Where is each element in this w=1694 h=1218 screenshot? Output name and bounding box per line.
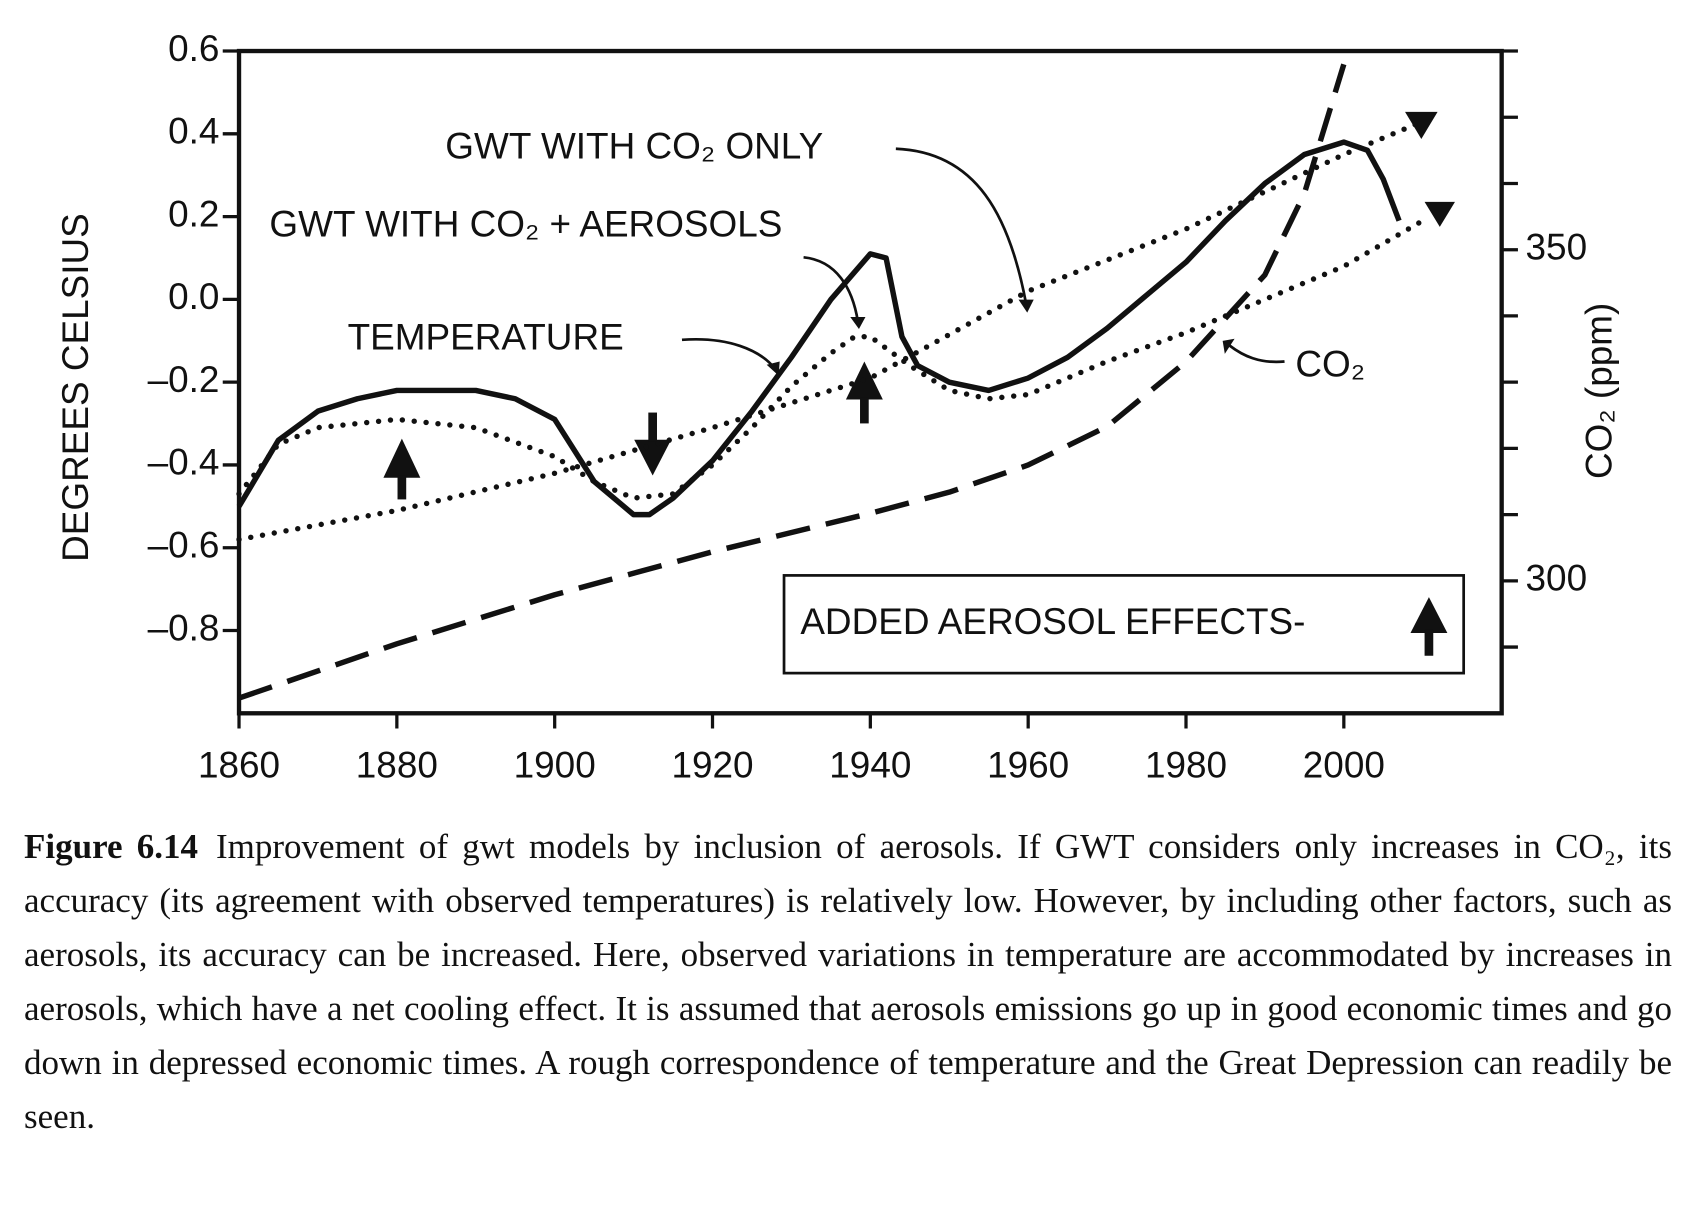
aerosol-arrow: [1424, 629, 1434, 656]
arrowhead: [1222, 338, 1235, 354]
y-tick-label: 0.0: [168, 276, 219, 317]
x-tick-label: 1880: [356, 744, 438, 785]
annotation-arrow: [895, 147, 1028, 305]
x-tick-label: 2000: [1303, 744, 1385, 785]
y-tick-label: 0.6: [168, 28, 219, 69]
annotation-arrows: [681, 147, 1285, 370]
series-label: TEMPERATURE: [348, 317, 624, 358]
series-label: GWT WITH CO₂ ONLY: [445, 125, 823, 166]
y2-axis-label: CO₂ (ppm): [1578, 303, 1619, 479]
x-tick-label: 1980: [1145, 744, 1227, 785]
y2-tick-label: 300: [1526, 558, 1588, 599]
x-tick-label: 1940: [829, 744, 911, 785]
x-tick-label: 1900: [514, 744, 596, 785]
arrowheads: [383, 111, 1455, 500]
line-end-arrowhead: [1405, 111, 1438, 139]
arrowhead: [850, 317, 866, 329]
annotation-arrow: [681, 337, 777, 370]
y-tick-label: –0.6: [148, 524, 220, 565]
x-tick-label: 1860: [198, 744, 280, 785]
aerosol-arrow: [634, 439, 672, 476]
y2-tick-label: 350: [1526, 226, 1588, 267]
line-end-arrowhead: [1424, 201, 1455, 227]
x-tick-label: 1960: [987, 744, 1069, 785]
series-label: CO₂: [1295, 344, 1365, 385]
y-tick-label: –0.2: [148, 359, 220, 400]
y-tick-label: –0.8: [148, 607, 220, 648]
annotation-box: [782, 574, 1466, 675]
annotation-arrow: [803, 255, 860, 322]
series-line: [236, 218, 1426, 501]
chart: ADDED AEROSOL EFFECTS- DEGREES CELSIUS C…: [55, 28, 1619, 786]
series-line: [236, 139, 1402, 518]
aerosol-arrow: [383, 438, 421, 478]
y-tick-label: –0.4: [148, 442, 220, 483]
annotation: ADDED AEROSOL EFFECTS-: [800, 601, 1305, 642]
annotation-arrow: [1228, 344, 1285, 364]
aerosol-arrow: [397, 475, 407, 500]
y-tick-label: 0.4: [168, 111, 219, 152]
arrowhead: [1018, 299, 1034, 313]
arrowhead: [766, 361, 780, 376]
x-tick-label: 1920: [671, 744, 753, 785]
caption-label: Figure 6.14: [24, 827, 199, 866]
y-axis-label: DEGREES CELSIUS: [55, 213, 96, 562]
aerosol-arrow: [648, 412, 658, 442]
y-tick-label: 0.2: [168, 193, 219, 234]
series-label: GWT WITH CO₂ + AEROSOLS: [269, 204, 782, 245]
series-line: [236, 118, 1426, 543]
series-line: [238, 63, 1347, 701]
aerosol-arrow: [1410, 597, 1448, 633]
caption-text: Improvement of gwt models by inclusion o…: [24, 827, 1672, 1136]
aerosol-arrow: [860, 397, 869, 424]
caption: Figure 6.14 Improvement of gwt models by …: [24, 820, 1672, 1144]
